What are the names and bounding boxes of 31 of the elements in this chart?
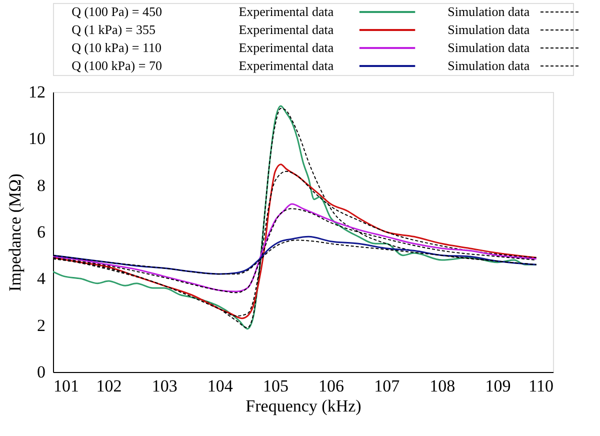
y-tick-label: 2	[37, 316, 46, 335]
x-tick-label: 107	[374, 376, 400, 396]
y-axis-title: Impedance (MΩ)	[6, 174, 24, 292]
x-tick-label: 102	[96, 376, 122, 396]
x-tick-label: 106	[318, 376, 344, 396]
legend-label: Experimental data	[238, 58, 334, 73]
legend-label: Simulation data	[448, 22, 530, 37]
legend-label: Simulation data	[448, 40, 530, 55]
x-tick-label: 104	[207, 376, 234, 396]
legend-label: Experimental data	[238, 22, 334, 37]
y-tick-label: 8	[37, 176, 46, 195]
x-tick-label: 105	[262, 376, 288, 396]
y-tick-label: 4	[37, 269, 46, 288]
text: Q (100 kPa) = 70	[72, 58, 162, 73]
text: Q (1 kPa) = 355	[72, 22, 156, 37]
text: Q (10 kPa) = 110	[72, 40, 162, 55]
x-tick-label: 109	[485, 376, 511, 396]
x-tick-label: 108	[430, 376, 456, 396]
text: Q (100 Pa) = 450	[72, 4, 162, 19]
y-tick-label: 10	[28, 129, 46, 148]
y-tick-label: 6	[37, 222, 46, 242]
legend-label: Experimental data	[238, 40, 334, 55]
legend-label: Simulation data	[448, 4, 530, 19]
legend-label: Simulation data	[448, 58, 530, 73]
x-axis-title: Frequency (kHz)	[246, 396, 362, 416]
x-tick-label: 110	[528, 376, 554, 396]
x-tick-label: 101	[54, 376, 79, 396]
y-tick-label: 0	[37, 362, 46, 382]
legend-label: Experimental data	[238, 4, 334, 19]
x-tick-label: 103	[152, 376, 178, 396]
y-tick-label: 12	[28, 82, 46, 102]
